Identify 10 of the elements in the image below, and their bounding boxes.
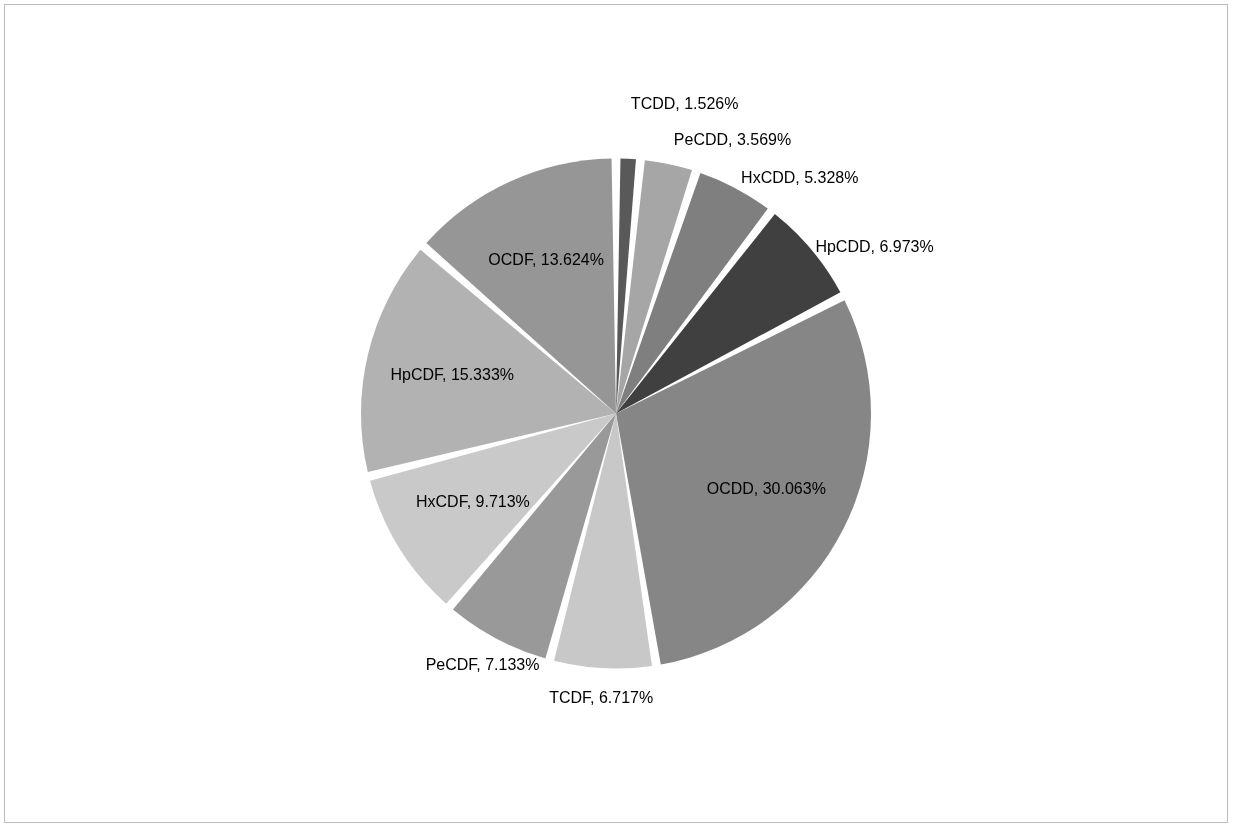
slice-label: PeCDD, 3.569%: [673, 130, 792, 148]
slice-label: HxCDD, 5.328%: [741, 168, 859, 186]
slice-label: OCDD, 30.063%: [706, 480, 826, 498]
slice-label: HpCDD, 6.973%: [815, 237, 934, 255]
slice-label: OCDF, 13.624%: [488, 251, 604, 269]
slice-label: TCDD, 1.526%: [630, 94, 739, 112]
slice-label: HpCDF, 15.333%: [390, 365, 515, 383]
slice-label: HxCDF, 9.713%: [415, 493, 530, 511]
slice-label: PeCDF, 7.133%: [425, 656, 540, 674]
slice-label: TCDF, 6.717%: [549, 689, 654, 707]
